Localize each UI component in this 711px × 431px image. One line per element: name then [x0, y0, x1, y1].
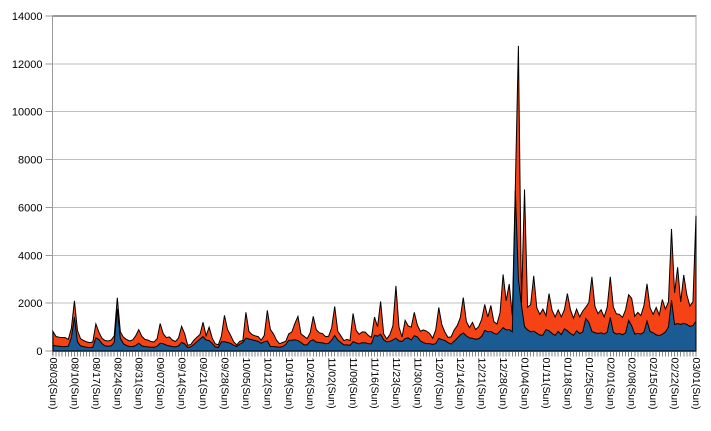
- svg-text:11/23(Sun): 11/23(Sun): [390, 358, 402, 409]
- svg-text:10/26(Sun): 10/26(Sun): [304, 358, 316, 410]
- svg-text:12000: 12000: [12, 59, 43, 71]
- svg-text:09/28(Sun): 09/28(Sun): [218, 358, 230, 410]
- svg-text:08/17(Sun): 08/17(Sun): [90, 358, 102, 410]
- svg-text:11/02(Sun): 11/02(Sun): [326, 358, 338, 409]
- svg-text:09/21(Sun): 09/21(Sun): [197, 358, 209, 410]
- svg-text:11/16(Sun): 11/16(Sun): [369, 358, 381, 409]
- svg-text:10000: 10000: [12, 107, 43, 119]
- svg-text:03/01(Sun): 03/01(Sun): [690, 358, 702, 410]
- svg-text:11/30(Sun): 11/30(Sun): [411, 358, 423, 409]
- svg-text:14000: 14000: [12, 11, 43, 23]
- svg-text:0: 0: [36, 346, 42, 358]
- svg-text:10/05(Sun): 10/05(Sun): [240, 358, 252, 410]
- svg-text:01/18(Sun): 01/18(Sun): [561, 358, 573, 410]
- svg-text:12/21(Sun): 12/21(Sun): [476, 358, 488, 410]
- svg-text:01/04(Sun): 01/04(Sun): [519, 358, 531, 410]
- svg-text:08/03(Sun): 08/03(Sun): [47, 358, 59, 410]
- svg-text:01/25(Sun): 01/25(Sun): [583, 358, 595, 410]
- svg-text:12/14(Sun): 12/14(Sun): [454, 358, 466, 410]
- svg-text:12/07(Sun): 12/07(Sun): [433, 358, 445, 410]
- svg-text:6000: 6000: [18, 202, 42, 214]
- svg-text:4000: 4000: [18, 250, 42, 262]
- svg-text:10/19(Sun): 10/19(Sun): [283, 358, 295, 410]
- svg-text:09/14(Sun): 09/14(Sun): [176, 358, 188, 410]
- svg-text:02/01(Sun): 02/01(Sun): [604, 358, 616, 410]
- svg-text:01/11(Sun): 01/11(Sun): [540, 358, 552, 409]
- svg-text:11/09(Sun): 11/09(Sun): [347, 358, 359, 409]
- svg-text:12/28(Sun): 12/28(Sun): [497, 358, 509, 410]
- svg-text:08/10(Sun): 08/10(Sun): [68, 358, 80, 410]
- svg-text:09/07(Sun): 09/07(Sun): [154, 358, 166, 410]
- svg-text:10/12(Sun): 10/12(Sun): [261, 358, 273, 410]
- svg-text:02/15(Sun): 02/15(Sun): [647, 358, 659, 410]
- svg-text:08/31(Sun): 08/31(Sun): [133, 358, 145, 410]
- svg-text:02/22(Sun): 02/22(Sun): [669, 358, 681, 410]
- svg-text:8000: 8000: [18, 155, 42, 167]
- svg-text:02/08(Sun): 02/08(Sun): [626, 358, 638, 410]
- svg-text:2000: 2000: [18, 298, 42, 310]
- svg-text:08/24(Sun): 08/24(Sun): [111, 358, 123, 410]
